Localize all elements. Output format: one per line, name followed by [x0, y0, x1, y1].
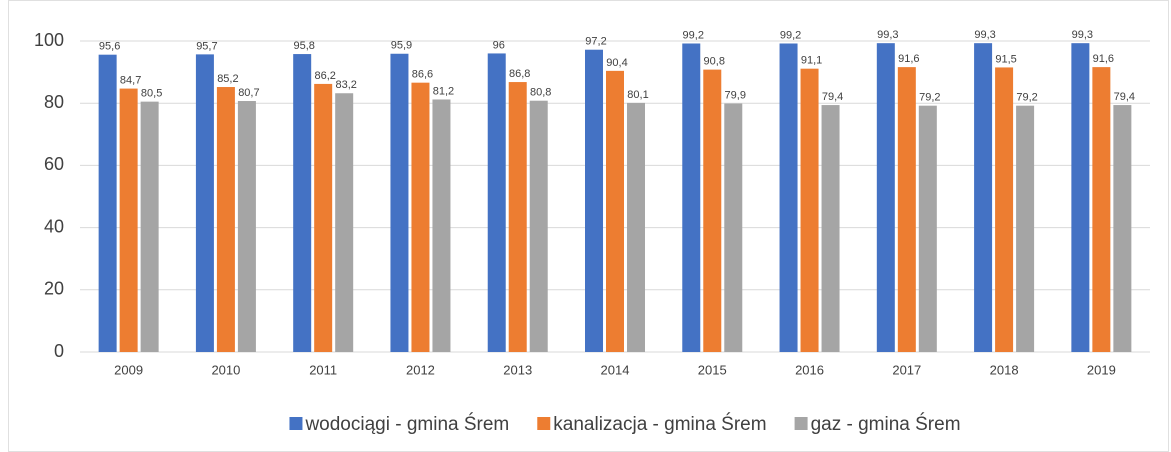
data-label: 81,2: [433, 85, 454, 97]
bar: [119, 88, 138, 352]
legend-swatch: [289, 417, 303, 430]
bar: [1092, 67, 1111, 353]
x-tick-label: 2009: [114, 362, 143, 377]
bar: [627, 102, 645, 352]
bar: [703, 69, 722, 352]
y-tick-label: 0: [54, 341, 64, 361]
data-label: 86,6: [412, 69, 433, 81]
bar: [897, 67, 916, 353]
bar: [724, 103, 743, 352]
bar: [432, 99, 451, 352]
data-label: 99,3: [974, 29, 995, 41]
x-tick-label: 2015: [698, 362, 727, 377]
bar: [216, 87, 235, 352]
bar: [918, 105, 937, 352]
bar: [411, 82, 430, 352]
data-label: 84,7: [120, 74, 141, 86]
data-label: 91,5: [995, 53, 1016, 65]
bar: [682, 43, 701, 352]
bar: [314, 83, 333, 352]
data-label: 79,4: [1114, 91, 1135, 103]
data-label: 83,2: [335, 79, 356, 91]
y-tick-label: 40: [44, 216, 64, 236]
data-label: 99,2: [683, 29, 704, 41]
y-tick-label: 80: [44, 92, 64, 112]
data-label: 97,2: [585, 36, 606, 48]
y-tick-label: 20: [44, 279, 64, 299]
bar: [585, 49, 603, 352]
legend-swatch: [537, 417, 551, 430]
legend-label: gaz - gmina Śrem: [811, 413, 961, 435]
x-tick-label: 2013: [503, 362, 532, 377]
x-tick-label: 2018: [990, 362, 1019, 377]
data-label: 86,2: [314, 70, 335, 82]
data-label: 96: [493, 39, 505, 51]
bar: [974, 43, 993, 352]
bar: [293, 54, 312, 352]
bar: [606, 70, 624, 352]
data-label: 91,1: [801, 55, 822, 67]
data-label: 79,2: [919, 92, 940, 104]
x-tick-label: 2012: [406, 362, 435, 377]
bar: [529, 100, 548, 352]
bar: [876, 43, 895, 352]
bar: [1016, 105, 1035, 352]
bar: [487, 53, 506, 352]
data-label: 95,7: [196, 40, 217, 52]
data-label: 80,8: [530, 87, 551, 99]
bar: [1113, 105, 1132, 352]
data-label: 95,6: [99, 41, 120, 53]
bar: [779, 43, 798, 352]
bar: [800, 68, 819, 352]
bar: [508, 82, 527, 352]
data-label: 91,6: [1093, 53, 1114, 65]
bar: [1071, 43, 1090, 352]
bar: [140, 101, 159, 353]
data-label: 80,1: [627, 89, 648, 101]
data-label: 79,9: [725, 89, 746, 101]
data-label: 91,6: [898, 53, 919, 65]
data-label: 90,8: [704, 56, 725, 68]
data-label: 90,4: [606, 57, 627, 69]
x-tick-label: 2016: [795, 362, 824, 377]
legend-label: wodociągi - gmina Śrem: [304, 413, 509, 435]
data-label: 99,2: [780, 29, 801, 41]
data-label: 86,8: [509, 68, 530, 80]
bar: [237, 101, 256, 352]
data-label: 99,3: [877, 29, 898, 41]
bar: [195, 54, 214, 353]
x-tick-label: 2014: [601, 362, 630, 377]
bar: [335, 93, 354, 353]
data-label: 79,4: [822, 91, 843, 103]
x-tick-label: 2011: [309, 362, 337, 377]
y-tick-label: 100: [34, 30, 64, 50]
bar: [995, 67, 1014, 352]
x-tick-label: 2019: [1087, 362, 1116, 377]
x-tick-label: 2010: [211, 362, 240, 377]
legend-label: kanalizacja - gmina Śrem: [553, 413, 766, 435]
data-label: 80,5: [141, 88, 162, 100]
x-tick-label: 2017: [892, 362, 921, 377]
bar: [98, 54, 117, 353]
data-label: 99,3: [1072, 29, 1093, 41]
bar: [390, 53, 409, 352]
y-tick-label: 60: [44, 154, 64, 174]
bar: [821, 105, 840, 352]
data-label: 95,8: [293, 40, 314, 52]
data-label: 85,2: [217, 73, 238, 85]
data-label: 95,9: [391, 40, 412, 52]
data-label: 80,7: [238, 87, 259, 99]
data-label: 79,2: [1016, 92, 1037, 104]
legend-swatch: [794, 417, 808, 430]
